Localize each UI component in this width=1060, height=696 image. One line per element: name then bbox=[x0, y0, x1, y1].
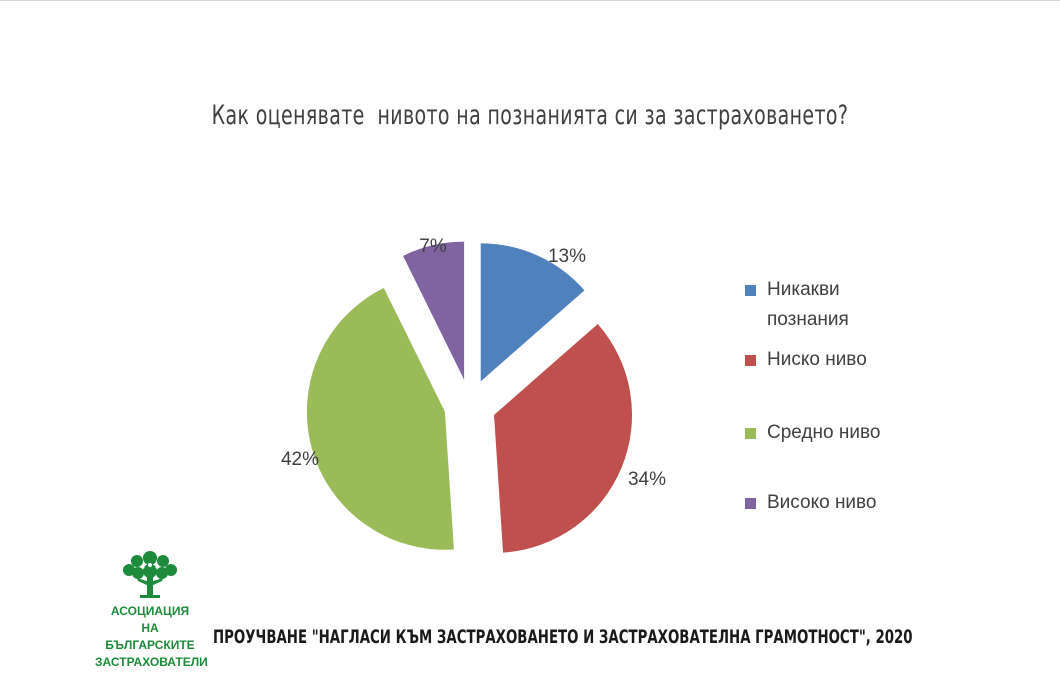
legend-label-4: Високо ниво bbox=[767, 492, 877, 513]
pie-slice-3 bbox=[306, 287, 454, 550]
data-label-3: 42% bbox=[281, 449, 319, 470]
tree-icon bbox=[123, 551, 177, 598]
top-divider bbox=[0, 0, 1060, 1]
pie-slice-4 bbox=[403, 241, 465, 380]
legend-swatch-4 bbox=[745, 498, 756, 509]
legend-label-3: Средно ниво bbox=[767, 422, 881, 443]
legend-swatch-3 bbox=[745, 428, 756, 439]
chart-title: Как оценявате нивото на познанията си за… bbox=[211, 100, 849, 131]
logo-text: АСОЦИАЦИЯ НА БЪЛГАРСКИТЕ ЗАСТРАХОВАТЕЛИ bbox=[95, 603, 208, 671]
legend-label-1: Никакви познания bbox=[767, 279, 849, 330]
logo-line-1: АСОЦИАЦИЯ bbox=[110, 604, 190, 618]
logo-line-2: НА БЪЛГАРСКИТЕ bbox=[105, 621, 195, 652]
legend-swatch-1 bbox=[745, 285, 756, 296]
pie-slice-1 bbox=[480, 243, 585, 382]
pie-slice-2 bbox=[494, 323, 633, 553]
survey-footer: ПРОУЧВАНЕ "НАГЛАСИ КЪМ ЗАСТРАХОВАНЕТО И … bbox=[213, 626, 913, 648]
data-label-4: 7% bbox=[419, 236, 447, 257]
legend-label-2: Ниско ниво bbox=[767, 349, 867, 370]
data-label-2: 34% bbox=[628, 469, 666, 490]
logo-line-3: ЗАСТРАХОВАТЕЛИ bbox=[95, 655, 208, 669]
legend-swatch-2 bbox=[745, 355, 756, 366]
data-label-1: 13% bbox=[548, 246, 586, 267]
